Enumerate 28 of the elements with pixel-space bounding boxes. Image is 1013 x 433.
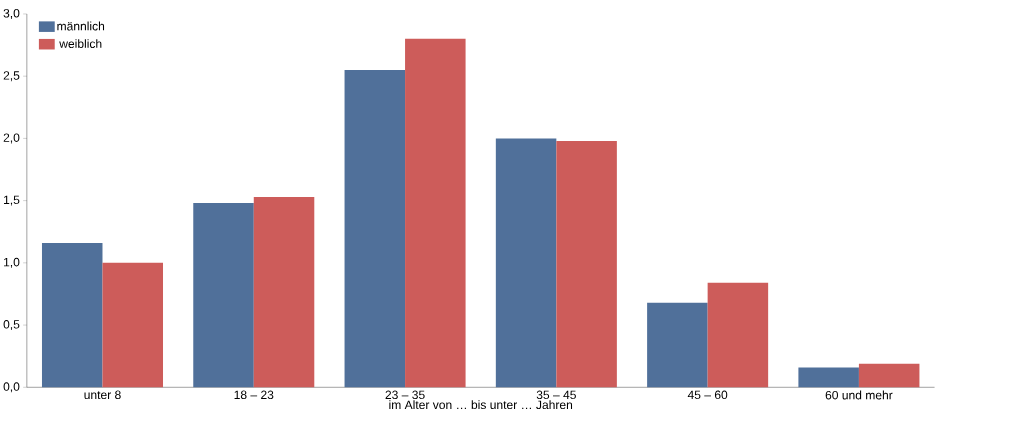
bar <box>405 38 466 388</box>
bar <box>344 70 406 388</box>
x-tick-label: 45 – 60 <box>687 390 728 400</box>
y-tick-label: 1,0 <box>4 257 20 268</box>
bar <box>858 363 920 388</box>
y-tick-label: 1,5 <box>4 195 20 206</box>
x-tick-label: 18 – 23 <box>234 390 274 400</box>
x-tick-label: unter 8 <box>84 390 121 400</box>
x-tick-label: 60 und mehr <box>825 390 893 400</box>
y-tick-label: 0,5 <box>3 320 20 331</box>
bar <box>647 302 708 388</box>
y-tick-label: 2,5 <box>3 71 20 82</box>
bar <box>41 242 103 388</box>
bar <box>495 138 557 388</box>
y-tick-label: 0,0 <box>3 382 20 393</box>
bar <box>193 203 254 388</box>
bar <box>707 282 769 388</box>
y-tick-label: 3,0 <box>3 9 20 19</box>
bar <box>102 262 164 388</box>
x-tick-label: 35 – 45 <box>536 390 576 400</box>
bar <box>253 196 315 388</box>
bar <box>556 140 617 388</box>
bar <box>798 367 859 388</box>
legend-label: weiblich <box>59 39 102 49</box>
x-tick-label: 23 – 35 <box>385 390 425 400</box>
y-tick-label: 2,0 <box>3 133 20 144</box>
x-axis-title: im Alter von … bis unter … Jahren <box>389 400 573 410</box>
legend-label: männlich <box>57 21 105 31</box>
